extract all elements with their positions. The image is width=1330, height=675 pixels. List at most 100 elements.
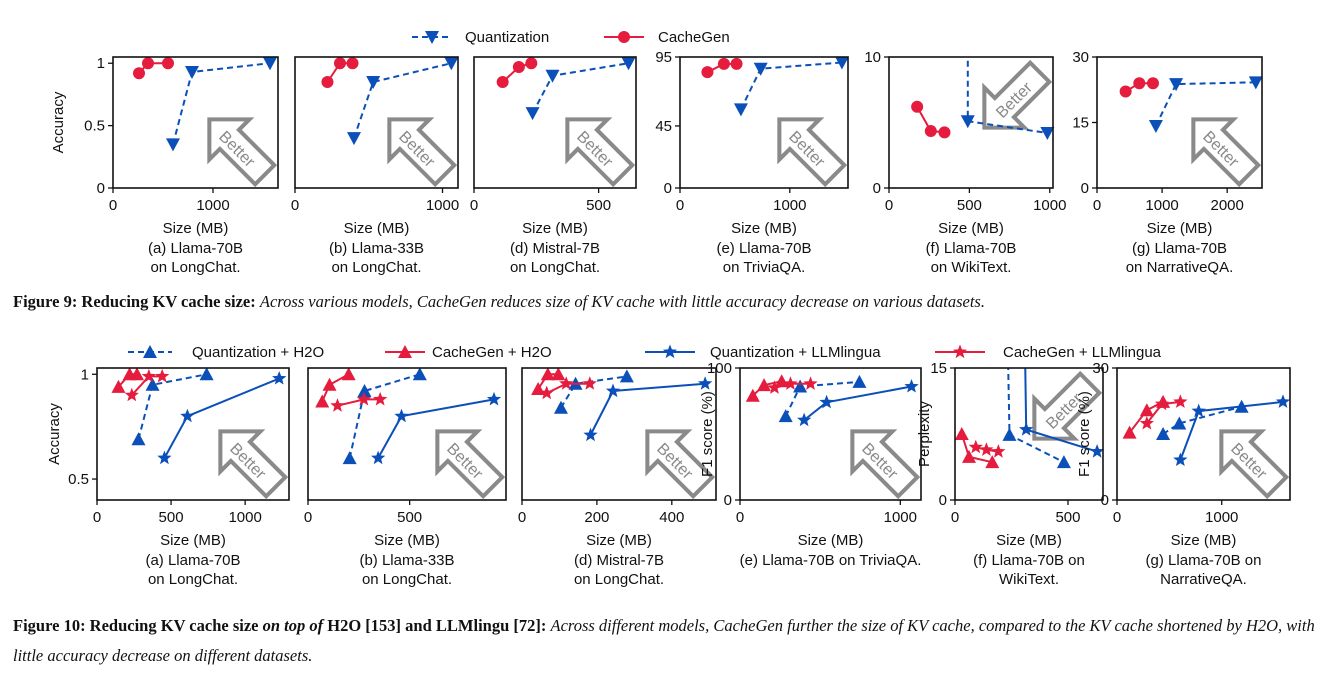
better-arrow-shape (218, 429, 289, 500)
data-point (330, 398, 345, 412)
data-point (698, 376, 713, 390)
data-point (545, 69, 560, 83)
x-tick-label: 1000 (1033, 197, 1066, 214)
series-cachegen-llmlingua (1139, 394, 1188, 430)
data-point (605, 383, 621, 398)
series-line (1162, 405, 1242, 435)
y-axis-label: Accuracy (46, 403, 63, 465)
series-line (353, 62, 452, 139)
legend-item: CacheGen + LLMlingua (935, 344, 1162, 361)
data-point (1119, 85, 1132, 98)
y-tick-label: 30 (1092, 360, 1109, 377)
legend-item: CacheGen + H2O (385, 344, 552, 361)
subplot-caption: (e) Llama-70B (716, 240, 811, 257)
legend-label: CacheGen + LLMlingua (1003, 344, 1162, 361)
y-axis-label: Perplexity (916, 401, 933, 467)
data-point (341, 367, 356, 381)
y-tick-label: 45 (655, 118, 672, 135)
data-point (1139, 415, 1154, 430)
data-point (911, 100, 924, 113)
subplot-caption: (g) Llama-70B on (1146, 552, 1262, 569)
series-cachegen (911, 100, 951, 139)
x-tick-label: 0 (885, 197, 893, 214)
x-tick-label: 500 (1055, 509, 1080, 526)
data-point (852, 374, 867, 388)
x-axis-label: Size (MB) (163, 220, 229, 237)
figure-9-caption-label: Figure 9: Reducing KV cache size: (13, 292, 256, 311)
data-point (111, 379, 126, 393)
data-point (1156, 427, 1171, 440)
data-point (1172, 416, 1187, 430)
series-quantization-h2o (778, 374, 867, 423)
figure-10-caption-text: Across different models, CacheGen furthe… (13, 616, 1315, 665)
figure-10-caption: Figure 10: Reducing KV cache size on top… (13, 611, 1323, 671)
x-axis-label: Size (MB) (996, 532, 1062, 549)
data-point (819, 394, 834, 409)
data-point (1133, 77, 1146, 90)
data-point (199, 367, 214, 381)
better-arrow-icon: Better (565, 117, 636, 188)
y-tick-label: 0 (97, 180, 105, 197)
series-cachegen-llmlingua (539, 376, 597, 400)
data-point (166, 138, 180, 152)
plot-frame (739, 367, 922, 501)
series-quantization-llmlingua (1173, 394, 1291, 466)
series-cachegen-h2o (315, 367, 356, 408)
data-point (619, 369, 634, 383)
series-quantization-h2o (1002, 368, 1071, 469)
y-tick-label: 0 (664, 180, 672, 197)
subplot-caption: NarrativeQA. (1160, 571, 1247, 588)
data-point (1248, 76, 1263, 90)
legend-item: Quantization + LLMlingua (645, 344, 881, 361)
data-point (141, 368, 156, 383)
data-point (778, 409, 793, 423)
x-axis-label: Size (MB) (798, 532, 864, 549)
x-tick-label: 0 (951, 509, 959, 526)
data-point (960, 115, 975, 129)
data-point (394, 408, 409, 423)
data-point (357, 384, 372, 398)
data-point (979, 442, 994, 456)
figure-9-caption-text: Across various models, CacheGen reduces … (259, 292, 985, 311)
data-point (1002, 427, 1017, 441)
subplot-caption: (g) Llama-70B (1132, 240, 1227, 257)
legend-label: Quantization (465, 29, 549, 46)
subplot-caption: (b) Llama-33B (359, 552, 454, 569)
series-cachegen-llmlingua (968, 439, 1006, 458)
better-arrow-shape (207, 117, 278, 188)
plot-frame (521, 367, 717, 501)
data-point (985, 455, 1000, 469)
data-point (1191, 403, 1206, 418)
subplot-caption: (a) Llama-70B (145, 552, 240, 569)
better-arrow-shape (1032, 370, 1103, 441)
data-point (1139, 403, 1154, 417)
subplot-caption: (d) Mistral-7B (510, 240, 600, 257)
x-tick-label: 500 (957, 197, 982, 214)
subplot-caption: on LongChat. (574, 571, 664, 588)
y-tick-label: 95 (655, 49, 672, 66)
y-tick-label: 15 (930, 360, 947, 377)
subplot-caption: on LongChat. (148, 571, 238, 588)
series-quantization (1148, 76, 1263, 133)
x-axis-label: Size (MB) (586, 532, 652, 549)
y-axis-label: F1 score (%) (699, 391, 716, 477)
data-point (347, 132, 362, 146)
y-axis-label: Accuracy (50, 91, 67, 153)
subplot-caption: (f) Llama-70B on (973, 552, 1085, 569)
panel-fig9-0: Better 0 1000 0 0.5 1 Accuracy Size (MB) (a) Lla… (50, 55, 279, 276)
data-point (124, 387, 139, 402)
x-tick-label: 0 (109, 197, 117, 214)
series-line (740, 61, 843, 110)
legend-marker-star (952, 344, 968, 359)
legend-marker-triangle-down (425, 31, 439, 44)
data-point (1146, 77, 1159, 90)
series-line (1154, 81, 1256, 127)
series-quantization (166, 57, 277, 152)
series-cachegen (496, 57, 538, 88)
better-arrow-icon: Better (435, 429, 506, 500)
x-tick-label: 2000 (1210, 197, 1243, 214)
plot-frame (96, 367, 290, 501)
series-quantization-h2o (131, 367, 214, 446)
